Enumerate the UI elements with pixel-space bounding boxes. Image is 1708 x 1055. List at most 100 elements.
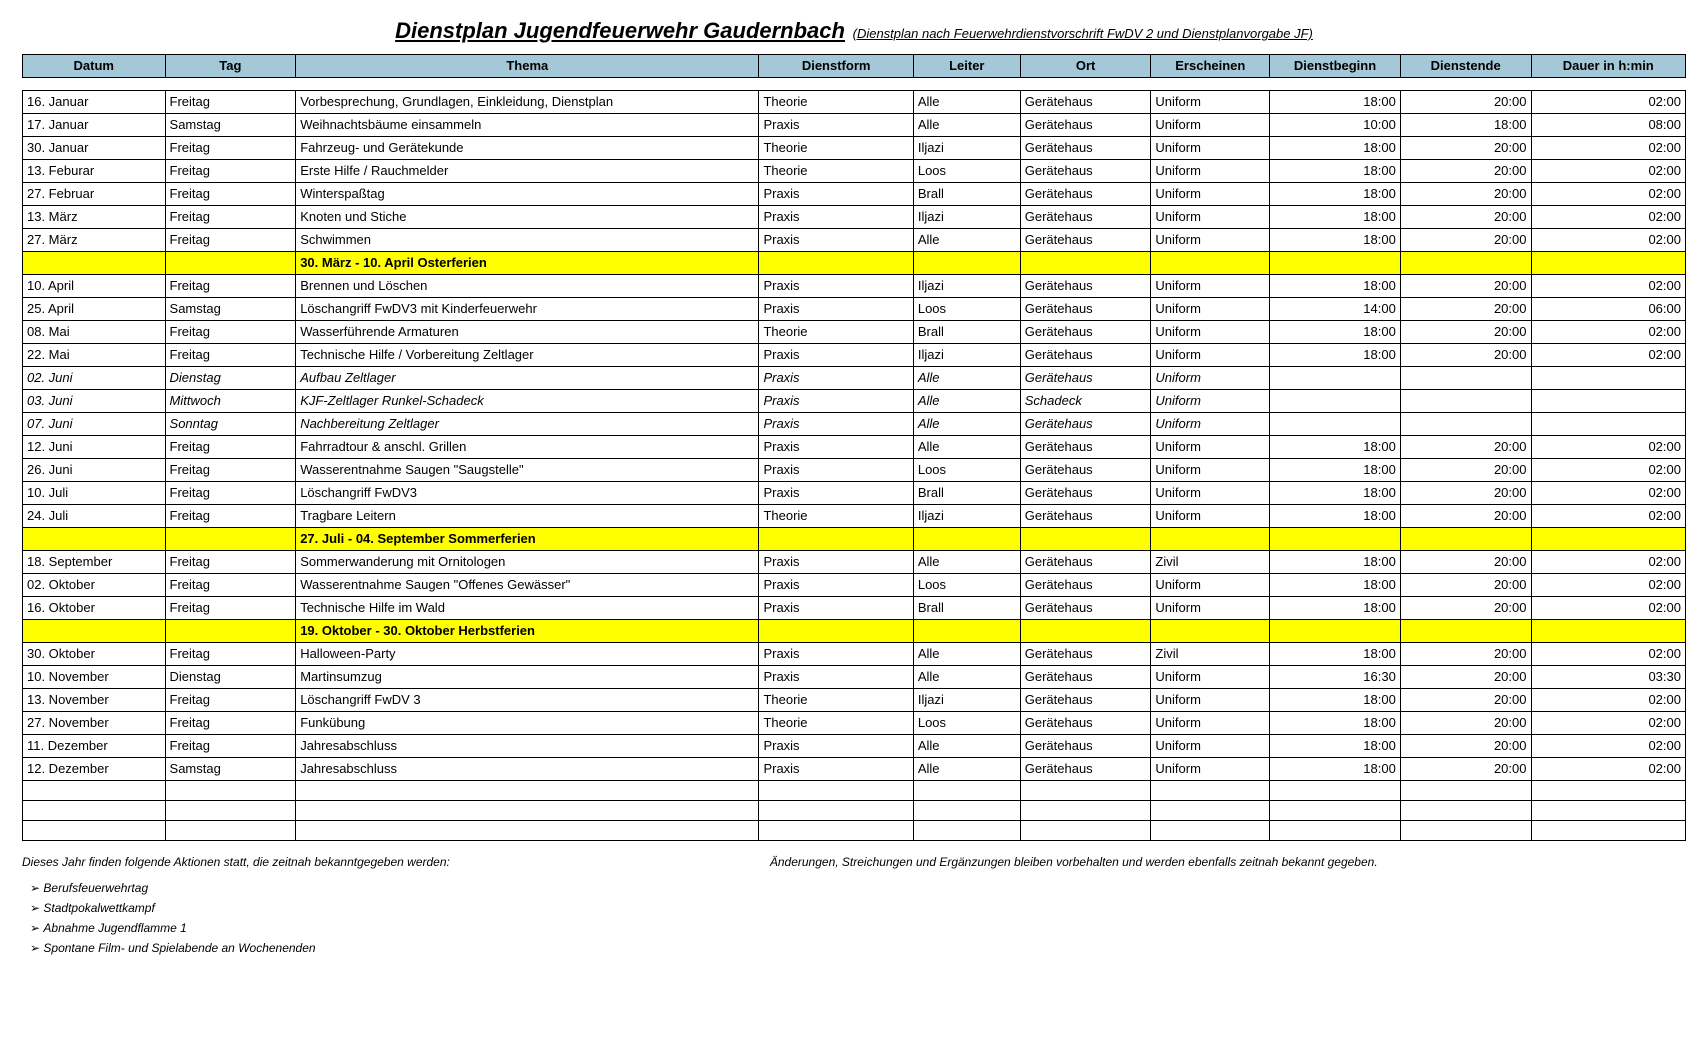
table-cell xyxy=(1400,528,1531,551)
table-cell: Uniform xyxy=(1151,91,1270,114)
table-cell: 18:00 xyxy=(1270,712,1401,735)
table-cell xyxy=(1270,620,1401,643)
table-cell xyxy=(1020,252,1151,275)
table-row xyxy=(23,821,1686,841)
title-block: Dienstplan Jugendfeuerwehr Gaudernbach (… xyxy=(22,18,1686,44)
table-cell: Theorie xyxy=(759,712,913,735)
table-row: 12. DezemberSamstagJahresabschlussPraxis… xyxy=(23,758,1686,781)
table-cell: Alle xyxy=(913,436,1020,459)
table-cell xyxy=(1531,390,1686,413)
spacer-row xyxy=(23,78,1686,91)
table-cell: 02:00 xyxy=(1531,183,1686,206)
table-cell: 02:00 xyxy=(1531,689,1686,712)
table-cell: 20:00 xyxy=(1400,160,1531,183)
table-cell: Loos xyxy=(913,298,1020,321)
table-cell: Uniform xyxy=(1151,413,1270,436)
table-cell: Alle xyxy=(913,666,1020,689)
table-cell: Iljazi xyxy=(913,206,1020,229)
table-cell: 20:00 xyxy=(1400,735,1531,758)
table-cell xyxy=(1151,620,1270,643)
table-cell xyxy=(1400,252,1531,275)
table-cell: 20:00 xyxy=(1400,344,1531,367)
table-cell: Jahresabschluss xyxy=(296,735,759,758)
table-cell: 18:00 xyxy=(1270,643,1401,666)
table-row: 16. JanuarFreitagVorbesprechung, Grundla… xyxy=(23,91,1686,114)
table-row: 10. NovemberDienstagMartinsumzugPraxisAl… xyxy=(23,666,1686,689)
table-cell: Freitag xyxy=(165,597,296,620)
table-cell: Alle xyxy=(913,114,1020,137)
table-cell: Freitag xyxy=(165,574,296,597)
table-cell: Uniform xyxy=(1151,206,1270,229)
table-cell xyxy=(759,781,913,801)
table-row: 17. JanuarSamstagWeihnachtsbäume einsamm… xyxy=(23,114,1686,137)
table-cell: Praxis xyxy=(759,206,913,229)
table-row: 13. NovemberFreitagLöschangriff FwDV 3Th… xyxy=(23,689,1686,712)
table-cell: Freitag xyxy=(165,459,296,482)
action-item: Abnahme Jugendflamme 1 xyxy=(30,921,1686,935)
table-cell xyxy=(165,252,296,275)
table-cell: Alle xyxy=(913,735,1020,758)
table-row: 02. OktoberFreitagWasserentnahme Saugen … xyxy=(23,574,1686,597)
table-cell xyxy=(1020,821,1151,841)
table-cell: Wasserentnahme Saugen "Offenes Gewässer" xyxy=(296,574,759,597)
table-cell: 06:00 xyxy=(1531,298,1686,321)
table-cell: Freitag xyxy=(165,321,296,344)
table-cell: Gerätehaus xyxy=(1020,275,1151,298)
footer-note-right: Änderungen, Streichungen und Ergänzungen… xyxy=(770,855,1378,869)
action-item: Berufsfeuerwehrtag xyxy=(30,881,1686,895)
table-row: 24. JuliFreitagTragbare LeiternTheorieIl… xyxy=(23,505,1686,528)
table-row: 27. NovemberFreitagFunkübungTheorieLoosG… xyxy=(23,712,1686,735)
table-cell: Uniform xyxy=(1151,666,1270,689)
table-cell: 27. Juli - 04. September Sommerferien xyxy=(296,528,759,551)
column-header: Leiter xyxy=(913,55,1020,78)
table-cell: 02:00 xyxy=(1531,505,1686,528)
table-cell xyxy=(1270,781,1401,801)
table-cell: Iljazi xyxy=(913,344,1020,367)
column-header: Datum xyxy=(23,55,166,78)
table-cell: Uniform xyxy=(1151,321,1270,344)
table-row: 16. OktoberFreitagTechnische Hilfe im Wa… xyxy=(23,597,1686,620)
table-cell: Brall xyxy=(913,321,1020,344)
table-cell: Alle xyxy=(913,551,1020,574)
table-cell xyxy=(759,801,913,821)
table-cell: Brennen und Löschen xyxy=(296,275,759,298)
table-cell: 03. Juni xyxy=(23,390,166,413)
table-cell: Uniform xyxy=(1151,436,1270,459)
table-cell: 18:00 xyxy=(1270,551,1401,574)
table-cell: 02:00 xyxy=(1531,758,1686,781)
footer: Dieses Jahr finden folgende Aktionen sta… xyxy=(22,855,1686,955)
table-row: 11. DezemberFreitagJahresabschlussPraxis… xyxy=(23,735,1686,758)
table-row: 18. SeptemberFreitagSommerwanderung mit … xyxy=(23,551,1686,574)
column-header: Dienstbeginn xyxy=(1270,55,1401,78)
table-cell: Zivil xyxy=(1151,551,1270,574)
table-cell xyxy=(23,821,166,841)
table-cell: Gerätehaus xyxy=(1020,114,1151,137)
table-cell: Praxis xyxy=(759,758,913,781)
table-cell: Freitag xyxy=(165,183,296,206)
table-cell: 18:00 xyxy=(1270,689,1401,712)
table-cell: Schwimmen xyxy=(296,229,759,252)
table-cell: 07. Juni xyxy=(23,413,166,436)
table-cell: Uniform xyxy=(1151,229,1270,252)
table-cell: Praxis xyxy=(759,275,913,298)
table-cell: Gerätehaus xyxy=(1020,551,1151,574)
table-cell xyxy=(1020,781,1151,801)
table-cell: 16. Januar xyxy=(23,91,166,114)
table-cell: Tragbare Leitern xyxy=(296,505,759,528)
table-cell: Praxis xyxy=(759,114,913,137)
table-cell: Praxis xyxy=(759,183,913,206)
table-cell xyxy=(1270,821,1401,841)
table-row: 27. MärzFreitagSchwimmenPraxisAlleGeräte… xyxy=(23,229,1686,252)
table-cell: 02:00 xyxy=(1531,643,1686,666)
table-cell xyxy=(1270,252,1401,275)
table-cell: Gerätehaus xyxy=(1020,183,1151,206)
table-cell: 18:00 xyxy=(1270,459,1401,482)
table-cell xyxy=(1151,252,1270,275)
table-cell: Praxis xyxy=(759,390,913,413)
table-cell: Alle xyxy=(913,413,1020,436)
table-cell: Praxis xyxy=(759,597,913,620)
table-cell: Schadeck xyxy=(1020,390,1151,413)
table-cell xyxy=(1531,413,1686,436)
table-cell: Halloween-Party xyxy=(296,643,759,666)
table-row xyxy=(23,801,1686,821)
